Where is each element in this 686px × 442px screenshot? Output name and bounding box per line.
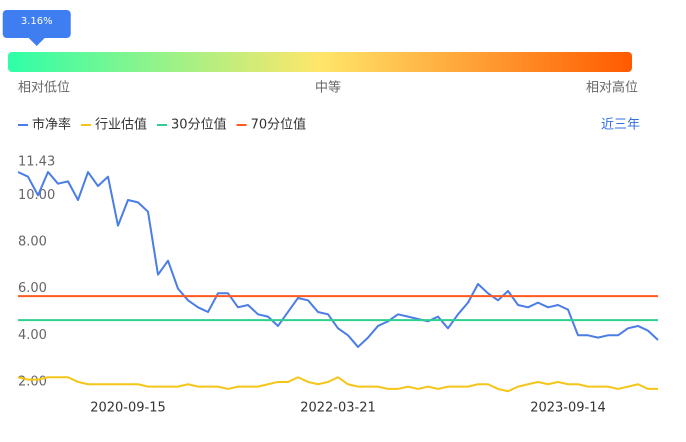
legend-label[interactable]: 市净率	[32, 117, 71, 133]
y-tick-label: 2.00	[18, 374, 47, 389]
legend-label[interactable]: 行业估值	[95, 117, 147, 133]
gauge-pointer	[2, 10, 71, 46]
y-tick-label: 6.00	[18, 281, 47, 296]
series-line	[17, 376, 658, 393]
gauge-low: 相对低位	[18, 81, 70, 96]
gauge-label: 3.16%	[21, 16, 53, 27]
y-tick-label: 8.00	[18, 234, 47, 249]
legend-label[interactable]: 70分位值	[251, 117, 307, 133]
gauge-mid: 中等	[315, 80, 341, 96]
y-tick-label: 10.00	[18, 188, 55, 203]
x-tick-label: 2023-09-14	[530, 401, 606, 416]
y-tick-label: 4.00	[18, 328, 47, 343]
legend-label[interactable]: 30分位值	[171, 117, 227, 133]
x-tick-label: 2022-03-21	[300, 401, 376, 416]
y-tick-label: 11.43	[18, 155, 55, 170]
gauge-bar	[8, 52, 632, 72]
gauge-high: 相对高位	[586, 80, 638, 96]
x-tick-label: 2020-09-15	[90, 401, 166, 416]
period-button[interactable]: 近三年	[601, 118, 640, 133]
series-line	[17, 171, 659, 348]
